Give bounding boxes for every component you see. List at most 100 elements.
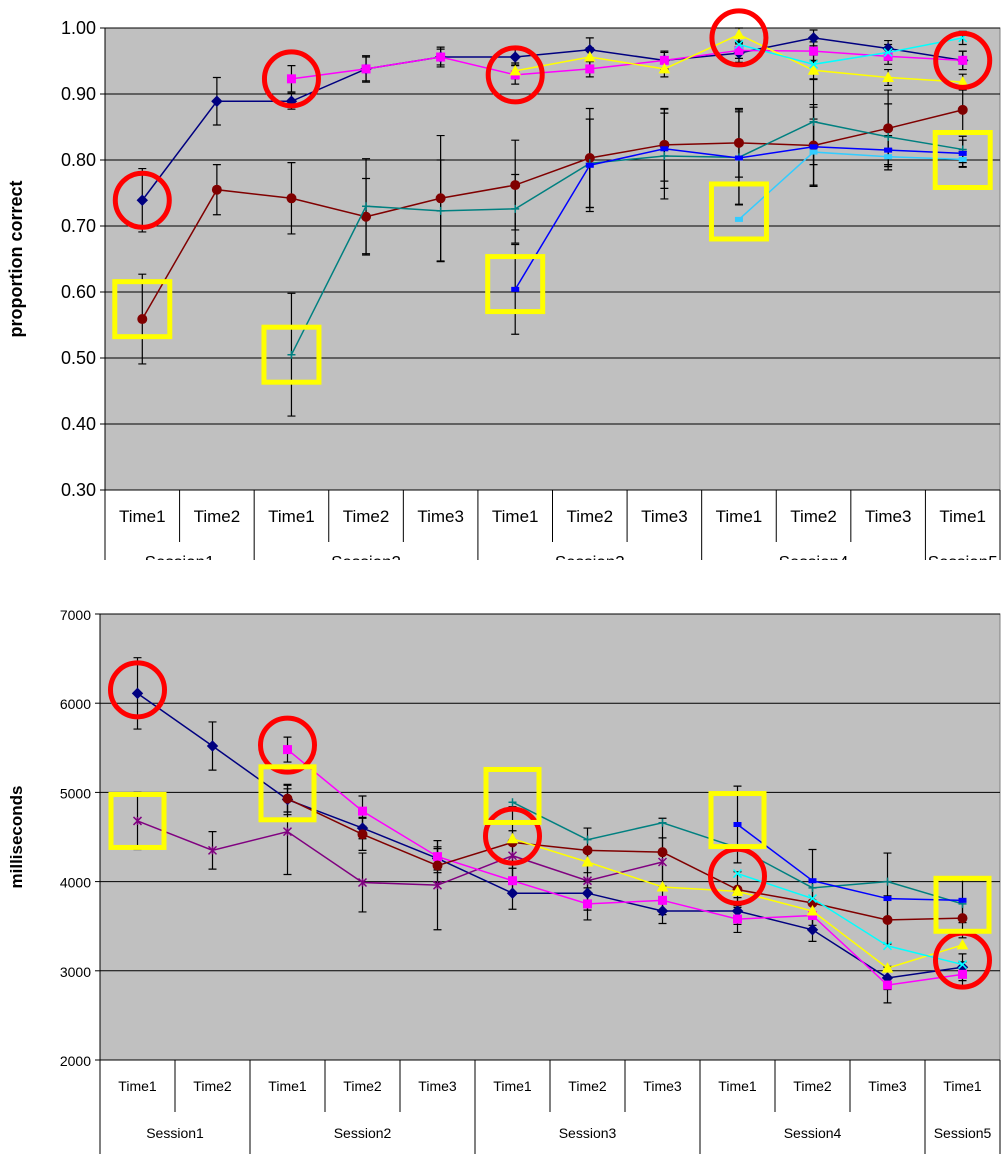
series-2-point (286, 193, 297, 204)
x-tick-label: Time3 (868, 1078, 907, 1094)
series-3-point (884, 132, 893, 141)
series-2-point (883, 123, 894, 134)
series-4-point (809, 46, 819, 56)
accuracy-chart: 0.30 0.40 0.50 0.60 0.70 0.80 0.90 1.00 proporti… (6, 8, 1001, 560)
x-tick-label: Time2 (343, 1078, 382, 1094)
series-4-point (357, 829, 368, 840)
series-6-point (731, 885, 744, 896)
series-4-point (585, 64, 595, 74)
series-6-point (658, 62, 671, 74)
series-3-point (583, 899, 592, 909)
highlight-square (708, 791, 767, 850)
series-5-point (958, 150, 967, 156)
series-8-point (807, 894, 818, 904)
highlight-circle (485, 45, 545, 105)
series-7-point (883, 896, 892, 902)
y-tick-label: 0.30 (61, 480, 96, 500)
session-label: Session3 (555, 553, 625, 560)
series-4-point (361, 64, 371, 74)
series-3-point (508, 876, 517, 886)
x-tick-label: Time2 (194, 507, 241, 526)
series-4-point (436, 52, 446, 62)
series-1-point (656, 905, 669, 917)
series-4-line (287, 797, 963, 921)
series-6-point (733, 28, 745, 40)
series-4-point (882, 914, 893, 925)
session-label: Session5 (928, 553, 998, 560)
series-3-point (358, 806, 367, 816)
series-8-line (738, 37, 963, 66)
series-7-point (733, 822, 742, 828)
y-tick-label: 0.90 (61, 84, 96, 104)
x-tick-label: Time1 (716, 507, 763, 526)
series-8-point (882, 941, 893, 951)
x-tick-label: Time2 (790, 507, 837, 526)
session-label: Session2 (331, 553, 401, 560)
series-8-point (809, 59, 819, 69)
series-5-point (508, 798, 517, 807)
series-2-point (733, 137, 744, 148)
highlight-circle (933, 30, 993, 90)
series-1-point (211, 95, 223, 107)
series-3-point (658, 895, 667, 905)
y-tick-label: 4000 (60, 875, 91, 891)
y-tick-label: 0.60 (61, 282, 96, 302)
series-6-point (583, 51, 596, 62)
series-2-point (137, 314, 148, 325)
series-4-point (734, 45, 744, 55)
x-tick-label: Time1 (718, 1078, 757, 1094)
series-3-point (660, 152, 669, 161)
series-6-point (656, 880, 669, 892)
series-3-point (733, 914, 742, 924)
y-tick-label: 1.00 (61, 18, 96, 38)
series-4-point (657, 847, 668, 858)
y-axis-label: milliseconds (7, 786, 26, 889)
series-7-line (738, 151, 963, 220)
series-4-point (286, 74, 296, 84)
series-2-line (137, 820, 663, 886)
highlight-square (708, 181, 769, 242)
series-3-point (809, 117, 818, 126)
series-4-point (432, 860, 443, 871)
response-time-chart: 2000 3000 4000 5000 6000 7000 milliseconds Time… (7, 607, 1001, 1154)
series-1-point (806, 924, 819, 936)
highlight-circle (261, 49, 321, 109)
series-2-point (207, 845, 218, 855)
series-3-line (290, 120, 963, 356)
y-tick-label: 3000 (60, 964, 91, 980)
y-tick-label: 5000 (60, 785, 91, 801)
series-3-point (283, 745, 292, 755)
series-2-point (357, 877, 368, 888)
y-tick-label: 7000 (60, 607, 91, 623)
series-8-point (883, 47, 893, 57)
session-label: Session1 (145, 553, 215, 560)
series-4-point (958, 55, 968, 65)
session-label: Session1 (146, 1125, 204, 1141)
series-3-point (287, 350, 296, 359)
y-tick-label: 0.70 (61, 216, 96, 236)
x-tick-label: Time3 (418, 1078, 457, 1094)
series-3-point (511, 204, 520, 213)
series-8-point (734, 39, 744, 50)
series-6-point (509, 64, 522, 76)
highlight-circle (709, 8, 769, 68)
series-5-point (658, 818, 667, 827)
session-label: Session4 (779, 553, 849, 560)
x-tick-label: Time1 (118, 1078, 157, 1094)
x-tick-label: Time2 (568, 1078, 607, 1094)
series-2-point (582, 876, 593, 886)
series-4-line (291, 49, 963, 80)
series-2-point (435, 193, 446, 204)
series-1-point (136, 194, 148, 206)
series-8-line (737, 872, 963, 966)
series-2-point (211, 184, 222, 195)
y-tick-label: 2000 (60, 1053, 91, 1069)
x-tick-label: Time2 (193, 1078, 232, 1094)
series-3-point (436, 206, 445, 215)
y-tick-label: 0.40 (61, 414, 96, 434)
highlight-circle (483, 806, 542, 866)
series-1-point (506, 887, 519, 899)
series-7-point (809, 149, 818, 155)
x-tick-label: Time2 (793, 1078, 832, 1094)
highlight-square (261, 324, 322, 385)
